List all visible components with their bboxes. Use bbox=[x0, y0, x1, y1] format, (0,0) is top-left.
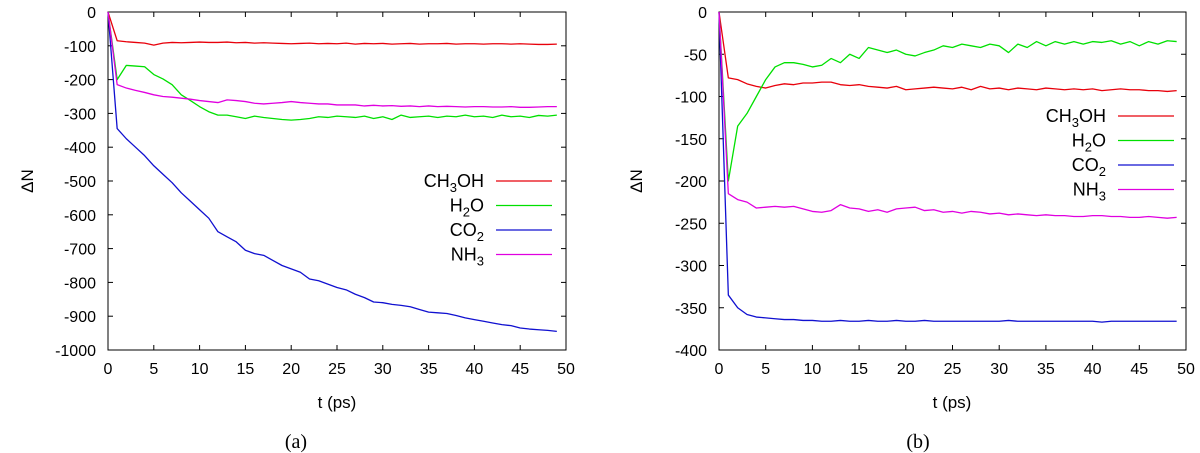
x-tick-label: 30 bbox=[990, 361, 1008, 378]
x-tick-label: 50 bbox=[557, 361, 575, 378]
y-tick-label: -350 bbox=[675, 301, 707, 318]
y-tick-label: -200 bbox=[64, 73, 96, 90]
x-tick-label: 30 bbox=[374, 361, 392, 378]
series-line-nh3 bbox=[107, 11, 557, 108]
x-tick-label: 40 bbox=[466, 361, 484, 378]
y-tick-label: -500 bbox=[64, 174, 96, 191]
y-tick-label: -400 bbox=[64, 140, 96, 157]
y-tick-label: -200 bbox=[675, 174, 707, 191]
x-tick-label: 15 bbox=[237, 361, 255, 378]
y-tick-label: -800 bbox=[64, 275, 96, 292]
x-tick-label: 20 bbox=[897, 361, 915, 378]
x-axis-label-b: t (ps) bbox=[933, 393, 972, 412]
y-tick-label: 0 bbox=[698, 5, 707, 22]
y-tick-label: -100 bbox=[64, 39, 96, 56]
panel-caption-b: (b) bbox=[906, 431, 929, 453]
x-tick-label: 5 bbox=[149, 361, 158, 378]
y-tick-label: -1000 bbox=[55, 343, 96, 360]
legend-label-co2: CO2 bbox=[1072, 155, 1106, 179]
y-tick-label: -250 bbox=[675, 216, 707, 233]
y-axis-label-a: ΔN bbox=[18, 169, 37, 193]
legend-label-co2: CO2 bbox=[450, 220, 484, 244]
y-tick-label: -300 bbox=[64, 106, 96, 123]
x-tick-label: 0 bbox=[104, 361, 113, 378]
x-axis-label-a: t (ps) bbox=[318, 393, 357, 412]
legend-label-nh3: NH3 bbox=[1073, 180, 1106, 204]
series-line-ch3oh bbox=[107, 11, 557, 46]
series-line-co2 bbox=[107, 11, 557, 333]
legend-label-h2o: H2O bbox=[450, 196, 484, 220]
legend-label-nh3: NH3 bbox=[451, 245, 484, 269]
y-tick-label: -300 bbox=[675, 259, 707, 276]
panel-caption-a: (a) bbox=[285, 431, 307, 453]
x-tick-label: 15 bbox=[850, 361, 868, 378]
legend-label-ch3oh: CH3OH bbox=[1046, 106, 1106, 130]
legend-label-h2o: H2O bbox=[1072, 131, 1106, 155]
x-tick-label: 35 bbox=[1037, 361, 1055, 378]
series-line-ch3oh bbox=[718, 11, 1177, 93]
x-tick-label: 45 bbox=[1130, 361, 1148, 378]
x-tick-label: 25 bbox=[944, 361, 962, 378]
x-tick-label: 45 bbox=[511, 361, 529, 378]
series-line-co2 bbox=[718, 11, 1177, 323]
y-tick-label: -400 bbox=[675, 343, 707, 360]
x-tick-label: 10 bbox=[804, 361, 822, 378]
x-tick-label: 10 bbox=[191, 361, 209, 378]
y-tick-label: -100 bbox=[675, 90, 707, 107]
y-tick-label: -600 bbox=[64, 208, 96, 225]
x-tick-label: 25 bbox=[328, 361, 346, 378]
x-tick-label: 0 bbox=[715, 361, 724, 378]
x-tick-label: 5 bbox=[761, 361, 770, 378]
x-tick-label: 40 bbox=[1084, 361, 1102, 378]
series-line-h2o bbox=[718, 11, 1177, 182]
chart-panel-a: 0 5 10 15 20 25 30 35 40 45 50 0 -100 -200 -300 -400 -50… bbox=[18, 5, 575, 453]
y-tick-label: -700 bbox=[64, 242, 96, 259]
y-tick-label: -900 bbox=[64, 309, 96, 326]
y-tick-label: -50 bbox=[684, 47, 707, 64]
chart-panel-b: 0 5 10 15 20 25 30 35 40 45 50 0 -50 -100 -150 -200 -250… bbox=[627, 5, 1195, 453]
series-line-nh3 bbox=[718, 11, 1177, 219]
series-line-h2o bbox=[107, 11, 557, 121]
x-tick-label: 35 bbox=[420, 361, 438, 378]
x-tick-label: 20 bbox=[282, 361, 300, 378]
y-tick-label: -150 bbox=[675, 132, 707, 149]
legend-label-ch3oh: CH3OH bbox=[424, 171, 484, 195]
x-tick-label: 50 bbox=[1177, 361, 1195, 378]
y-axis-label-b: ΔN bbox=[627, 169, 646, 193]
y-tick-label: 0 bbox=[87, 5, 96, 22]
